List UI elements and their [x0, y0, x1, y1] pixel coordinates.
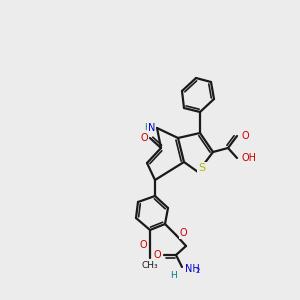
Text: H: H [144, 124, 151, 133]
Text: O: O [242, 131, 250, 141]
Text: N: N [148, 123, 155, 133]
Text: NH: NH [185, 264, 200, 274]
Text: O: O [140, 133, 148, 143]
Text: H: H [170, 271, 177, 280]
Text: S: S [198, 163, 206, 173]
Text: CH₃: CH₃ [142, 261, 158, 270]
Text: O: O [140, 240, 147, 250]
Text: OH: OH [242, 153, 257, 163]
Text: O: O [180, 228, 188, 238]
Text: O: O [153, 250, 161, 260]
Text: 2: 2 [196, 268, 200, 274]
